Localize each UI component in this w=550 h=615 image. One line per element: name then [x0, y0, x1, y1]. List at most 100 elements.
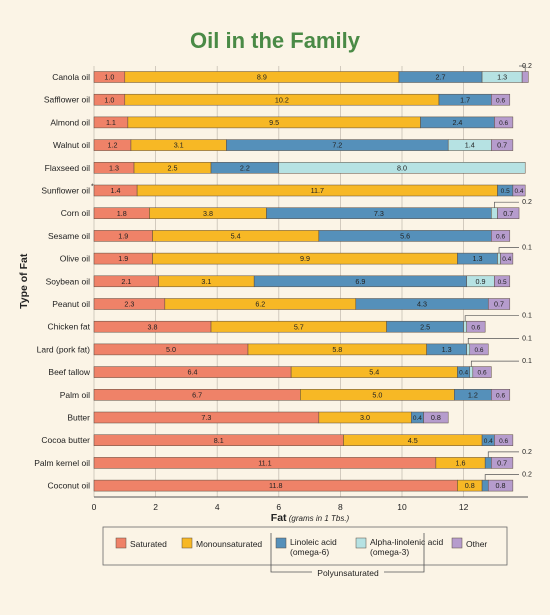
data-label: 1.4: [111, 186, 121, 195]
data-label: 1.3: [442, 345, 452, 354]
callout-label: 0.1: [522, 313, 532, 320]
data-label: 1.6: [456, 459, 466, 468]
data-label: 4.3: [417, 300, 427, 309]
data-label: 3.8: [148, 322, 158, 331]
data-label: 0.4: [459, 370, 468, 377]
legend-label: Linoleic acid: [290, 537, 337, 547]
bar-segment: [512, 184, 526, 197]
data-label: 3.8: [203, 209, 213, 218]
callout-label: 0.2: [522, 199, 532, 206]
callout-leader: [484, 474, 519, 481]
data-label: 1.7: [460, 95, 470, 104]
callout-label: 0.1: [522, 335, 532, 342]
data-label: 0.8: [431, 413, 441, 422]
data-label: 1.1: [106, 118, 116, 127]
category-label: Sesame oil: [48, 231, 90, 241]
legend-sublabel: (omega-3): [370, 547, 409, 557]
bar-segment: [469, 343, 489, 356]
category-label: Chicken fat: [47, 322, 90, 332]
category-label: Palm kernel oil: [34, 458, 90, 468]
bar-segment: [491, 139, 514, 151]
data-label: 0.4: [515, 188, 524, 195]
data-label: 8.1: [214, 436, 224, 445]
data-label: 2.7: [436, 73, 446, 82]
data-label: 5.7: [294, 322, 304, 331]
category-label: Walnut oil: [53, 140, 90, 150]
data-label: 11.1: [258, 459, 271, 468]
data-label: 5.4: [369, 368, 379, 377]
data-label: 2.5: [168, 163, 178, 172]
data-label: 10.2: [275, 95, 289, 104]
bar-segment: [491, 207, 498, 219]
data-label: 0.7: [497, 459, 507, 468]
x-tick-label: 0: [92, 502, 97, 512]
data-label: 1.3: [109, 163, 119, 172]
category-label: Canola oil: [52, 72, 90, 82]
legend-swatch: [275, 537, 287, 549]
callout-label: 0.1: [522, 358, 532, 365]
data-label: 7.3: [201, 413, 211, 422]
callout-leader: [494, 201, 519, 208]
bar-segment: [487, 479, 514, 492]
bar-segment: [497, 252, 501, 265]
bar-segment: [491, 93, 511, 106]
data-label: 3.1: [201, 277, 211, 286]
data-label: 0.8: [496, 481, 506, 490]
legend-box: [102, 526, 508, 566]
legend-swatch: [115, 537, 127, 549]
legend-group-label: Polyunsaturated: [317, 568, 379, 578]
category-label: Olive oil: [60, 254, 90, 264]
data-label: 3.0: [360, 413, 370, 422]
data-label: 5.0: [372, 390, 382, 399]
bar-segment: [423, 411, 449, 424]
legend-label: Alpha-linolenic acid: [370, 537, 444, 547]
data-label: 0.4: [413, 415, 422, 422]
x-tick-label: 6: [276, 502, 281, 512]
category-label: Butter: [67, 413, 90, 423]
legend-swatch: [355, 537, 367, 549]
legend-swatch: [451, 537, 463, 549]
bar-segment: [484, 457, 492, 469]
data-label: 1.0: [104, 95, 114, 104]
data-label: 11.7: [311, 186, 324, 195]
x-tick-label: 12: [459, 502, 469, 512]
category-label: Corn oil: [61, 208, 90, 218]
category-label: Safflower oil: [44, 95, 90, 105]
data-label: 0.6: [478, 370, 487, 377]
data-label: 0.4: [484, 438, 493, 445]
category-label: Peanut oil: [52, 299, 90, 309]
data-label: 6.9: [355, 277, 365, 286]
data-label: 1.2: [468, 390, 478, 399]
bar-segment: [494, 116, 514, 129]
x-axis-label: Fat (grams in 1 Tbs.): [271, 512, 350, 524]
bar-segment: [278, 162, 526, 174]
data-label: 4.5: [408, 436, 418, 445]
callout-label: 0.2: [522, 472, 532, 479]
legend-sublabel: (omega-6): [290, 547, 329, 557]
bar-segment: [494, 275, 511, 288]
data-label: 0.4: [502, 256, 511, 263]
data-label: 0.6: [471, 324, 480, 331]
x-tick-label: 2: [153, 502, 158, 512]
data-label: 11.8: [269, 481, 282, 490]
data-label: 6.4: [188, 368, 198, 377]
x-tick-label: 4: [215, 502, 220, 512]
category-label: Beef tallow: [48, 367, 90, 377]
data-label: 1.9: [118, 232, 128, 241]
category-label: Palm oil: [60, 390, 90, 400]
legend-label: Saturated: [130, 539, 167, 549]
data-label: 1.8: [117, 209, 127, 218]
data-label: 0.7: [503, 209, 513, 218]
data-label: 0.6: [496, 97, 505, 104]
category-label: Lard (pork fat): [37, 344, 91, 354]
data-label: 7.2: [332, 141, 342, 150]
bar-segment: [491, 230, 511, 242]
y-axis-label: Type of Fat: [18, 253, 30, 309]
data-label: 5.0: [166, 345, 176, 354]
data-label: 0.8: [465, 481, 475, 490]
bar-segment: [500, 252, 514, 265]
legend-group-bg: [312, 567, 384, 578]
callout-leader: [519, 65, 526, 72]
callout-leader: [467, 338, 519, 344]
